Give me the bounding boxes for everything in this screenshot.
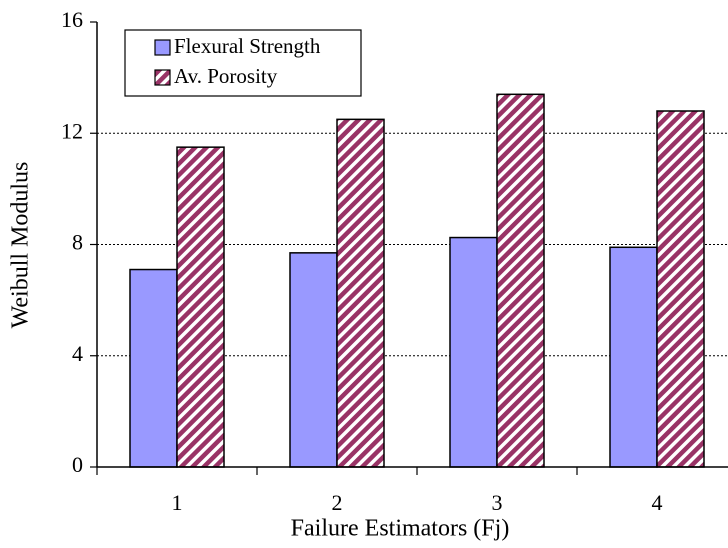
y-tick-label: 8 <box>72 230 83 255</box>
x-tick-label: 2 <box>332 490 343 515</box>
bar <box>129 268 178 468</box>
bar <box>609 246 658 468</box>
bar <box>289 252 338 468</box>
x-tick-label: 4 <box>652 490 663 515</box>
x-tick-label: 1 <box>172 490 183 515</box>
y-tick-label: 12 <box>61 118 83 143</box>
y-tick-label: 4 <box>72 341 83 366</box>
y-axis-label: Weibull Modulus <box>8 162 34 329</box>
bar <box>449 236 498 468</box>
x-tick-label: 3 <box>492 490 503 515</box>
bar <box>176 146 225 468</box>
legend-label: Av. Porosity <box>174 64 278 88</box>
x-axis-label: Failure Estimators (Fj) <box>291 516 510 542</box>
legend-swatch <box>154 39 171 56</box>
legend-swatch <box>154 69 171 86</box>
bar <box>656 110 705 468</box>
y-tick-label: 16 <box>61 7 83 32</box>
legend-label: Flexural Strength <box>174 34 321 58</box>
bar <box>496 93 545 468</box>
bar <box>336 118 385 468</box>
y-tick-label: 0 <box>72 452 83 477</box>
